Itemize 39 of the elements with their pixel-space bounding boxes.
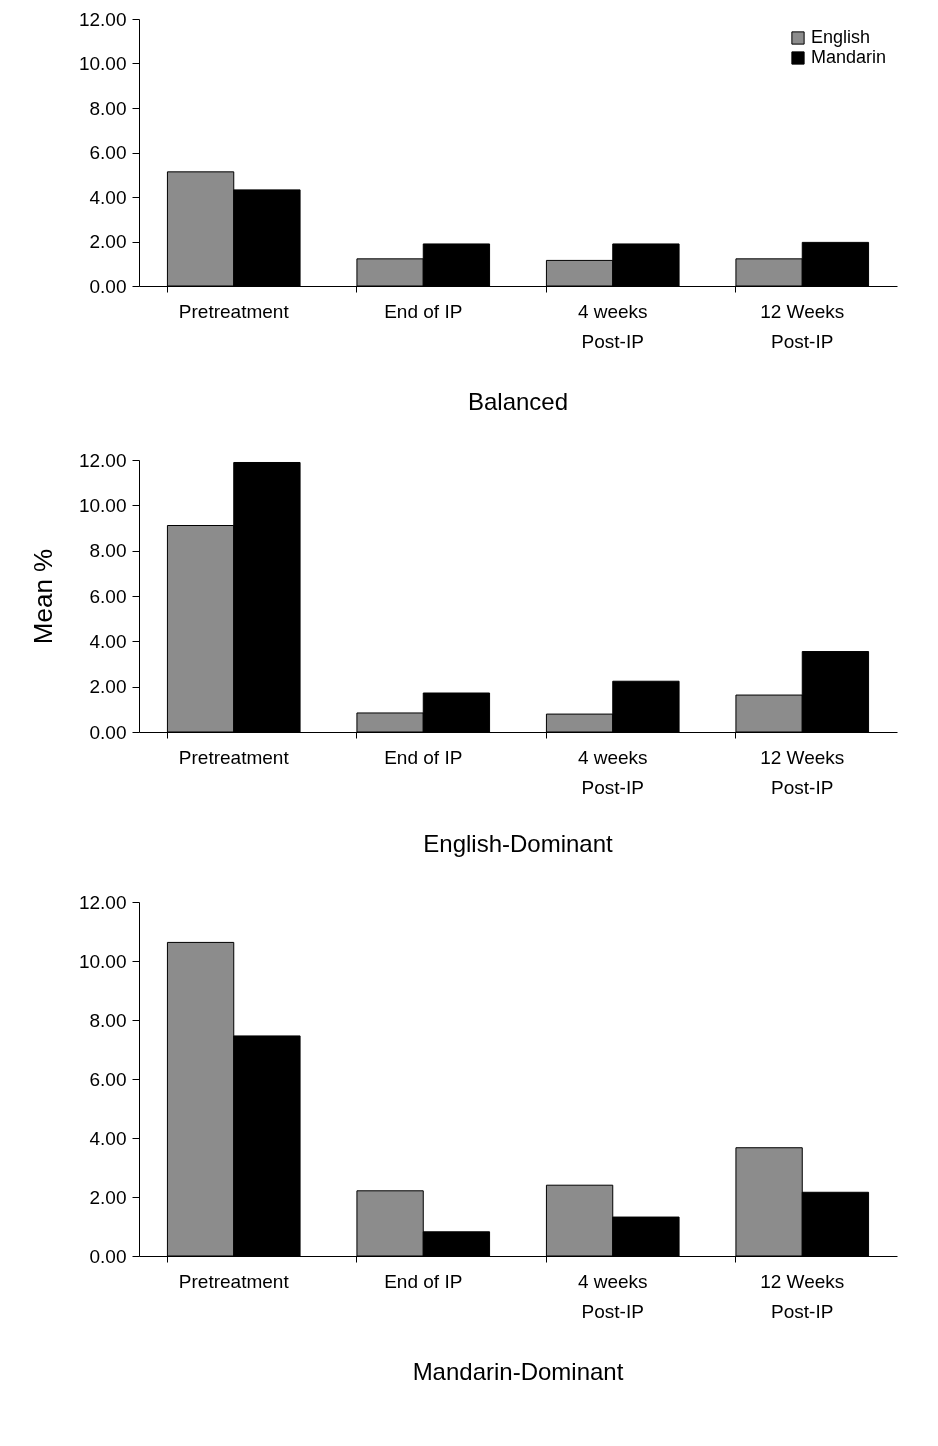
legend-label: Mandarin (811, 47, 887, 67)
y-tick-label: 0.00 (89, 275, 127, 297)
y-tick-label: 0.00 (89, 721, 127, 743)
y-tick-label: 6.00 (89, 585, 127, 607)
x-tick-label: End of IP (384, 300, 463, 322)
x-tick-label: Pretreatment (178, 1270, 290, 1292)
y-axis-title: Mean % (27, 548, 58, 645)
y-tick-label: 0.00 (89, 1245, 127, 1267)
y-tick-label: 2.00 (89, 676, 127, 698)
x-tick-label: End of IP (384, 1270, 463, 1292)
y-tick-label: 8.00 (89, 97, 127, 119)
y-tick-label: 8.00 (89, 540, 127, 562)
y-tick-label: 12.00 (78, 891, 127, 913)
x-tick-label: 4 weeks Post-IP (577, 746, 648, 798)
legend-label: English (811, 27, 871, 47)
y-tick-label: 2.00 (89, 231, 127, 252)
text: English-Dominant (423, 830, 614, 857)
y-tick-label: 4.00 (89, 630, 127, 652)
x-tick-label: Pretreatment (178, 300, 290, 322)
x-tick-label: 4 weeks Post-IP (577, 300, 648, 352)
x-tick-label: 12 Weeks Post-IP (760, 300, 845, 352)
y-tick-label: 8.00 (89, 1009, 127, 1031)
y-tick-label: 6.00 (89, 142, 127, 163)
y-tick-label: 2.00 (89, 1186, 127, 1208)
y-tick-label: 10.00 (78, 950, 127, 972)
y-tick-label: 4.00 (89, 186, 127, 208)
y-tick-label: 12.00 (78, 449, 127, 471)
y-tick-label: 4.00 (89, 1127, 127, 1149)
text: Balanced (467, 388, 569, 415)
text: Mandarin-Dominant (412, 1358, 624, 1385)
y-tick-label: 10.00 (78, 494, 127, 516)
y-tick-label: 12.00 (78, 8, 127, 30)
x-tick-label: 4 weeks Post-IP (577, 1270, 648, 1322)
y-tick-label: 10.00 (78, 53, 127, 74)
x-tick-label: Pretreatment (178, 746, 290, 768)
y-tick-label: 6.00 (89, 1068, 127, 1090)
x-tick-label: End of IP (384, 746, 463, 768)
x-tick-label: 12 Weeks Post-IP (760, 1270, 845, 1322)
x-tick-label: 12 Weeks Post-IP (760, 746, 845, 798)
